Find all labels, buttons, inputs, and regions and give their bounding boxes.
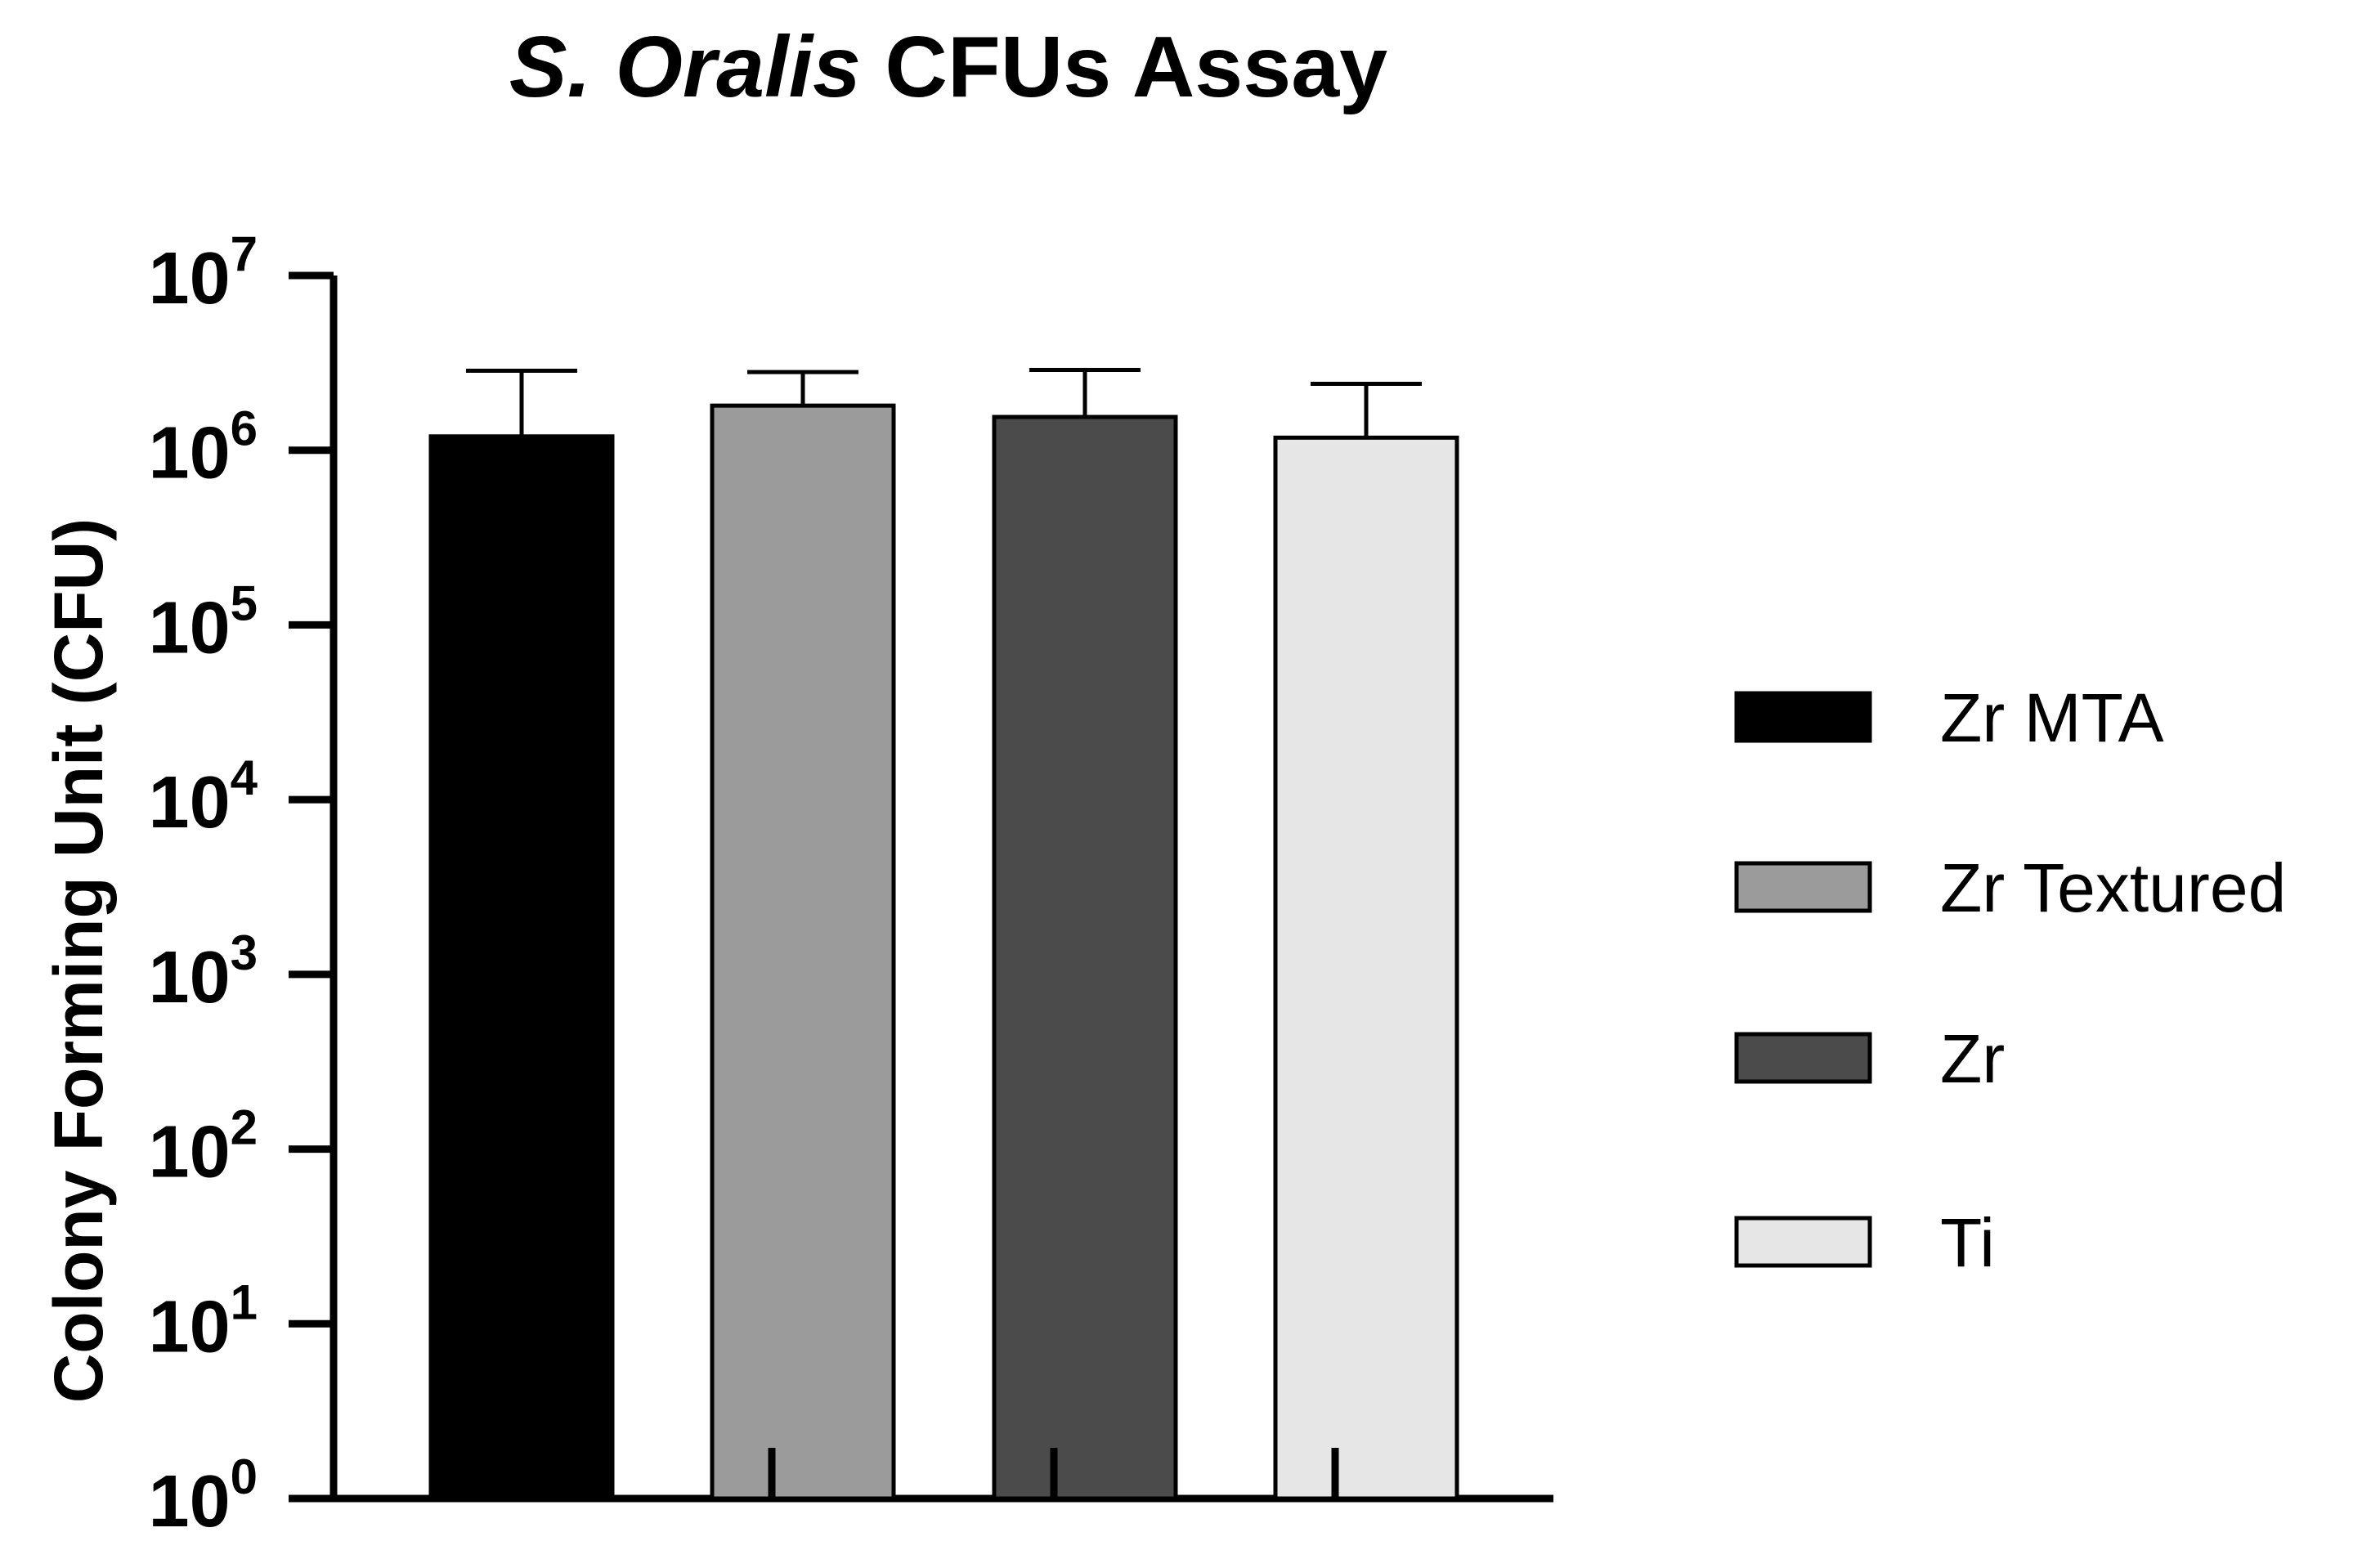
legend-swatch-3 [1734,1216,1872,1268]
y-tick-label: 106 [149,401,258,495]
y-tick-base: 10 [149,413,231,495]
y-tick-exponent: 2 [231,1100,258,1155]
y-tick-label: 101 [149,1275,258,1368]
y-tick-label: 102 [149,1100,258,1194]
chart-title-italic: S. Oralis [509,19,861,115]
y-tick-base: 10 [149,1112,231,1194]
y-tick-base: 10 [149,1286,231,1368]
bar-0 [428,434,615,1501]
y-tick-exponent: 1 [231,1275,258,1329]
y-tick-label: 100 [149,1449,258,1543]
y-tick-label: 103 [149,925,258,1019]
y-tick-label: 104 [149,750,258,844]
y-tick-exponent: 6 [231,401,258,456]
bar-3 [1273,435,1459,1501]
y-tick-exponent: 5 [231,576,258,630]
y-tick-exponent: 0 [231,1449,258,1504]
y-tick-label: 107 [149,226,258,320]
y-axis-label: Colony Forming Unit (CFU) [40,518,117,1403]
y-tick-base: 10 [149,937,231,1019]
legend-label-3: Ti [1940,1204,1995,1281]
legend-swatch-2 [1734,1032,1872,1084]
chart-title: S. Oralis CFUs Assay [509,19,1387,115]
legend-swatch-1 [1734,861,1872,913]
bar-2 [992,414,1178,1501]
chart-title-rest: CFUs Assay [861,19,1387,115]
bar-1 [710,403,896,1501]
y-tick-label: 105 [149,576,258,669]
legend-label-1: Zr Textured [1940,849,2286,926]
y-tick-exponent: 3 [231,925,258,980]
y-tick-base: 10 [149,762,231,844]
y-tick-base: 10 [149,1461,231,1543]
legend: Zr MTA Zr Textured Zr Ti [1734,679,2286,1281]
legend-label-0: Zr MTA [1940,679,2164,756]
y-tick-exponent: 7 [231,226,258,281]
y-tick-base: 10 [149,238,231,320]
y-tick-exponent: 4 [231,750,258,805]
y-tick-base: 10 [149,587,231,669]
legend-label-2: Zr [1940,1020,2005,1097]
legend-swatch-0 [1734,691,1872,743]
